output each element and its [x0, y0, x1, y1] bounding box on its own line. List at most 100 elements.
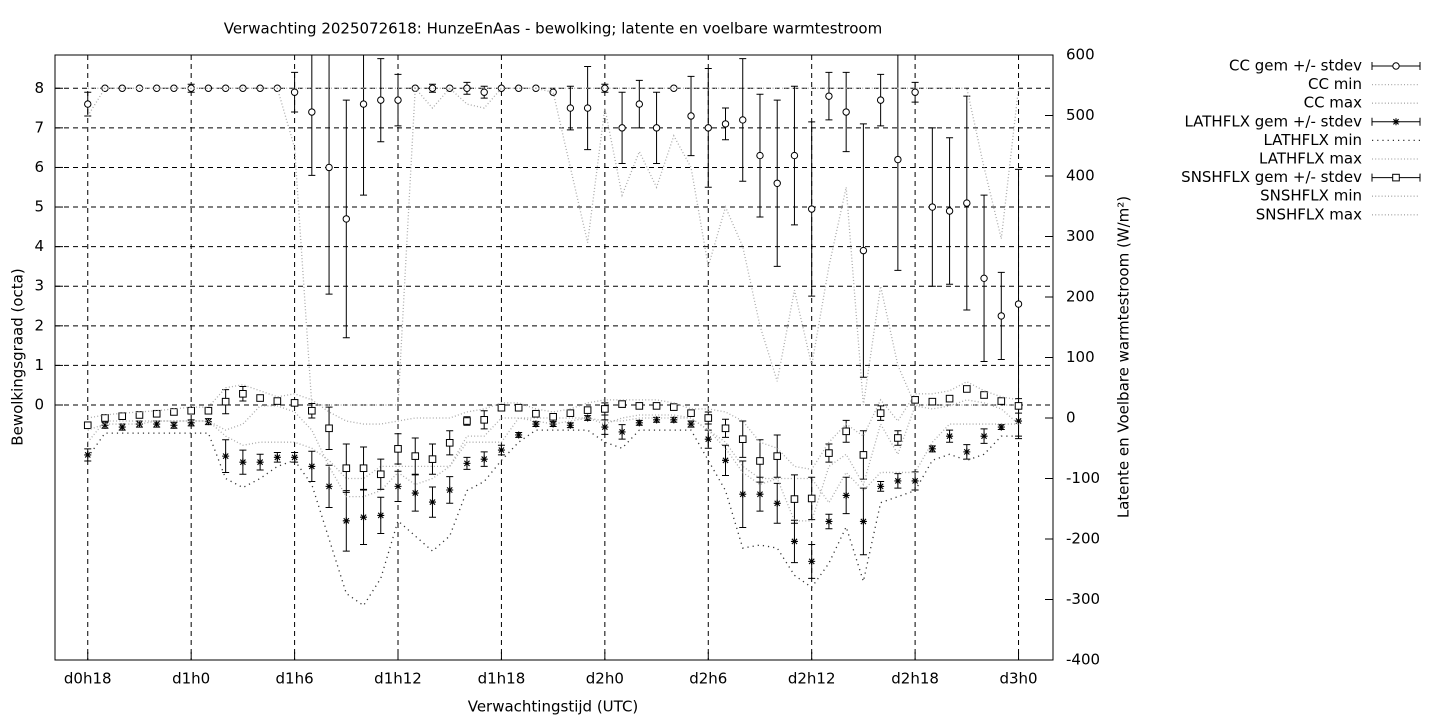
marker [515, 431, 523, 439]
marker [842, 427, 850, 436]
y-tick-label: 4 [34, 237, 44, 255]
marker [256, 84, 264, 92]
marker [394, 482, 402, 490]
y2-tick-label: 100 [1066, 348, 1095, 366]
marker [652, 402, 661, 410]
y2-tick-label: 500 [1066, 106, 1095, 124]
y-tick-label: 1 [34, 356, 44, 374]
marker [704, 124, 712, 132]
y2-tick-label: -100 [1066, 469, 1100, 487]
marker [704, 435, 712, 443]
marker [118, 423, 126, 431]
marker [411, 489, 419, 497]
y2-tick-label: 200 [1066, 288, 1095, 306]
marker [928, 397, 937, 406]
x-axis-label: Verwachtingstijd (UTC) [468, 698, 639, 716]
marker [83, 421, 92, 430]
marker [859, 246, 868, 255]
marker [325, 482, 333, 490]
marker [825, 517, 833, 525]
marker [807, 494, 816, 503]
marker [721, 120, 730, 128]
marker [514, 403, 523, 412]
marker [601, 84, 609, 92]
marker [1015, 417, 1023, 425]
marker [825, 92, 833, 100]
marker [1014, 300, 1023, 308]
marker [411, 452, 420, 460]
y2-tick-label: 400 [1066, 167, 1095, 185]
legend-label: SNSHFLX min [1260, 187, 1362, 205]
marker [84, 451, 92, 459]
marker [756, 151, 764, 160]
marker [963, 385, 971, 393]
marker [773, 452, 782, 460]
marker [1392, 173, 1400, 182]
marker [635, 419, 643, 427]
marker [101, 421, 109, 429]
min-max-line [87, 429, 1019, 607]
marker [497, 446, 505, 454]
y2-tick-label: -400 [1066, 651, 1100, 669]
marker [239, 458, 247, 466]
marker [894, 477, 902, 485]
x-tick-label: d2h12 [788, 670, 836, 688]
marker [859, 451, 868, 459]
marker [928, 445, 936, 453]
marker [721, 424, 730, 433]
marker [118, 84, 126, 92]
marker [773, 179, 781, 187]
y2-tick-label: 300 [1066, 227, 1095, 245]
legend-label: CC gem +/- stdev [1229, 57, 1362, 75]
marker [153, 420, 161, 428]
legend-label: SNSHFLX max [1256, 205, 1362, 223]
marker [997, 312, 1005, 320]
marker [377, 511, 385, 519]
marker [170, 84, 178, 92]
marker [187, 406, 195, 415]
marker [859, 517, 867, 525]
marker [359, 464, 368, 473]
marker [290, 88, 299, 96]
marker [618, 400, 626, 408]
marker [756, 457, 764, 465]
marker [618, 124, 626, 132]
marker [118, 412, 127, 420]
marker [618, 428, 626, 436]
axes: d0h18 d1h0 d1h6 d1h12 d1h18 d2h0 d2h6 d2h12 d2h1… [34, 46, 1100, 688]
marker [997, 397, 1006, 405]
marker [359, 100, 368, 108]
y-tick-label: 5 [34, 198, 44, 216]
marker [308, 406, 316, 415]
marker [1392, 62, 1400, 70]
marker [497, 403, 506, 412]
marker [204, 406, 213, 415]
marker [342, 215, 350, 223]
y2-tick-label: 600 [1066, 46, 1095, 64]
marker [377, 96, 385, 104]
y-tick-label: 8 [34, 79, 44, 97]
marker [635, 402, 644, 410]
marker [945, 207, 954, 215]
y-tick-label: 0 [34, 396, 44, 414]
marker [566, 104, 575, 112]
marker [894, 155, 902, 164]
marker [480, 88, 488, 96]
x-tick-label: d3h0 [999, 670, 1037, 688]
marker [256, 458, 264, 466]
y-tick-label: 6 [34, 158, 44, 176]
legend-label: LATHFLX min [1263, 131, 1362, 149]
marker [445, 439, 454, 447]
marker [291, 453, 299, 461]
min-max-line [87, 86, 1019, 406]
x-tick-label: d1h6 [276, 670, 314, 688]
marker [566, 409, 575, 417]
marker [704, 414, 713, 422]
x-tick-label: d1h12 [374, 670, 422, 688]
x-tick-label: d1h18 [478, 670, 526, 688]
marker [170, 408, 178, 416]
marker [532, 409, 540, 418]
x-tick-label: d2h6 [689, 670, 727, 688]
